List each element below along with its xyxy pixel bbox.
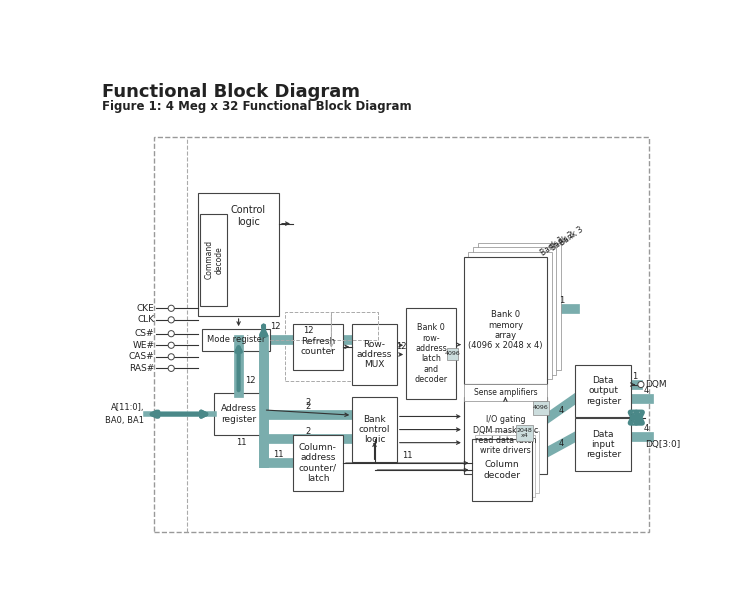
Text: Column-
address
counter/
latch: Column- address counter/ latch [299,443,337,483]
Circle shape [168,365,174,371]
Text: Bank 0
memory
array
(4096 x 2048 x 4): Bank 0 memory array (4096 x 2048 x 4) [468,310,542,351]
Text: CAS#: CAS# [129,353,154,361]
Text: Command
decode: Command decode [204,241,224,279]
Text: DQM: DQM [644,380,667,389]
Text: 12: 12 [270,323,280,331]
Bar [464,256,547,384]
Text: 4: 4 [559,406,564,414]
Text: Refresh
counter: Refresh counter [301,337,336,356]
Bar [202,329,270,351]
Text: 2: 2 [305,402,310,411]
Circle shape [168,354,174,360]
Text: Bank 3: Bank 3 [558,225,585,248]
Circle shape [168,330,174,337]
Text: 12: 12 [396,342,406,351]
Text: 4096: 4096 [533,405,548,410]
Text: 2: 2 [305,398,310,407]
Text: 12: 12 [303,326,313,335]
Text: Figure 1: 4 Meg x 32 Functional Block Diagram: Figure 1: 4 Meg x 32 Functional Block Di… [102,100,412,113]
Bar [479,431,539,493]
Text: 11: 11 [402,451,412,460]
Text: Bank
control
logic: Bank control logic [358,415,390,444]
Circle shape [168,317,174,323]
Text: Sense amplifiers: Sense amplifiers [474,388,537,397]
Bar [200,214,228,306]
Text: Row-
address
MUX: Row- address MUX [357,340,392,370]
Bar [516,425,533,441]
Text: 1: 1 [632,371,637,381]
Text: 4096: 4096 [444,351,460,356]
Bar [447,348,457,360]
Text: WE#: WE# [132,341,154,349]
Text: Bank 1: Bank 1 [539,234,566,257]
Bar [198,193,279,316]
Circle shape [168,342,174,348]
Bar [464,384,547,401]
Text: Data
output
register: Data output register [585,376,621,406]
Bar [475,435,536,497]
Bar [469,252,551,379]
Bar [533,401,548,414]
Text: 4: 4 [559,439,564,449]
Text: 1: 1 [559,296,564,305]
Bar [471,439,531,501]
Text: 2048
x4: 2048 x4 [517,428,533,438]
Text: Bank 2: Bank 2 [548,230,575,253]
Text: Functional Block Diagram: Functional Block Diagram [102,83,360,101]
Text: 11: 11 [273,450,284,459]
Text: RAS#: RAS# [129,364,154,373]
Bar [293,435,343,491]
Text: Address
register: Address register [221,405,256,424]
Text: Bank 0
row-
address
latch
and
decoder: Bank 0 row- address latch and decoder [415,323,448,384]
Circle shape [168,305,174,312]
Text: A[11:0],: A[11:0], [111,403,144,412]
Bar [406,308,456,399]
Text: CKE: CKE [137,304,154,313]
Bar [473,247,556,375]
Bar [285,312,378,381]
Text: DQ[3:0]: DQ[3:0] [644,440,680,449]
Bar [464,397,547,474]
Bar [353,324,397,386]
Text: 4: 4 [644,424,649,433]
Text: 11: 11 [236,438,247,447]
Bar [576,419,631,471]
Text: CS#: CS# [134,329,154,338]
Text: 12: 12 [245,376,255,386]
Text: Mode register: Mode register [207,335,265,345]
Text: 4: 4 [644,386,649,395]
Bar [477,243,561,370]
Text: 2: 2 [305,427,310,436]
Text: I/O gating
DQM mask logic
read data latch
write drivers: I/O gating DQM mask logic read data latc… [473,415,538,455]
Circle shape [638,381,644,387]
Bar [154,137,650,532]
Text: Control
logic: Control logic [231,205,266,226]
Bar [293,324,343,370]
Bar [353,397,397,462]
Text: Data
input
register: Data input register [585,430,621,460]
Text: BA0, BA1: BA0, BA1 [105,416,144,425]
Bar [214,393,264,435]
Text: CLK: CLK [137,315,154,324]
Bar [576,365,631,417]
Text: Column
decoder: Column decoder [483,460,520,480]
